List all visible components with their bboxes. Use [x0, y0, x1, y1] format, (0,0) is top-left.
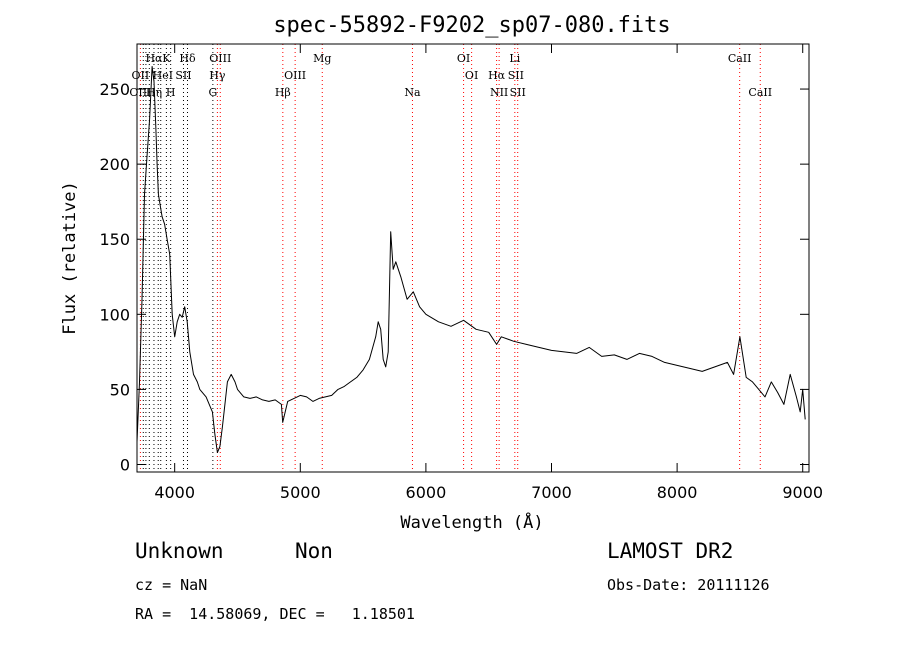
y-tick-label-200: 200 — [99, 155, 130, 174]
line-label-24: SII — [510, 86, 526, 99]
x-tick-label-7000: 7000 — [531, 483, 572, 502]
line-label-9: He — [153, 69, 169, 82]
x-tick-label-9000: 9000 — [782, 483, 823, 502]
spectral-line-markers — [139, 44, 761, 472]
line-label-16: SII — [508, 69, 524, 82]
line-label-6: Li — [509, 52, 520, 65]
x-axis: 4000 5000 6000 7000 8000 9000 — [154, 44, 823, 502]
coordinates-label: RA = 14.58069, DEC = 1.18501 — [135, 605, 415, 623]
spectrum-series — [136, 66, 806, 453]
line-label-13: OIII — [284, 69, 306, 82]
line-label-10: I — [169, 69, 173, 82]
line-label-0: Hα — [145, 52, 163, 65]
line-label-22: Na — [404, 86, 421, 99]
line-label-21: Hβ — [275, 86, 291, 99]
x-tick-label-4000: 4000 — [154, 483, 195, 502]
line-label-2: Hδ — [179, 52, 196, 65]
line-label-14: OI — [465, 69, 478, 82]
y-tick-label-0: 0 — [120, 455, 130, 474]
classification-label: Unknown — [135, 539, 224, 563]
y-axis: 0 50 100 150 200 250 — [99, 80, 809, 474]
y-tick-label-250: 250 — [99, 80, 130, 99]
line-label-11: SII — [175, 69, 191, 82]
line-label-25: CaII — [748, 86, 772, 99]
line-label-12: Hγ — [209, 69, 226, 82]
line-label-4: Mg — [313, 52, 331, 65]
obs-date-label: Obs-Date: 20111126 — [607, 576, 770, 594]
line-label-15: Hα — [488, 69, 506, 82]
line-label-3: OIII — [209, 52, 231, 65]
spectrum-line-0 — [136, 66, 806, 453]
line-label-1: K — [162, 52, 171, 65]
y-tick-label-150: 150 — [99, 230, 130, 249]
line-label-20: G — [208, 86, 217, 99]
line-label-8: OII — [132, 69, 150, 82]
x-tick-label-5000: 5000 — [280, 483, 321, 502]
x-tick-label-6000: 6000 — [406, 483, 447, 502]
line-label-19: H — [166, 86, 176, 99]
subclass-label: Non — [295, 539, 333, 563]
chart-title: spec-55892-F9202_sp07-080.fits — [273, 13, 670, 38]
y-tick-label-50: 50 — [110, 380, 130, 399]
redshift-label: cz = NaN — [135, 576, 208, 594]
x-tick-label-8000: 8000 — [657, 483, 698, 502]
x-axis-title: Wavelength (Å) — [400, 511, 543, 533]
line-label-23: NII — [490, 86, 508, 99]
plot-frame — [136, 43, 810, 473]
y-tick-label-100: 100 — [99, 305, 130, 324]
y-axis-title: Flux (relative) — [60, 181, 80, 335]
line-label-5: OI — [457, 52, 470, 65]
line-label-7: CaII — [728, 52, 752, 65]
survey-label: LAMOST DR2 — [607, 539, 734, 563]
